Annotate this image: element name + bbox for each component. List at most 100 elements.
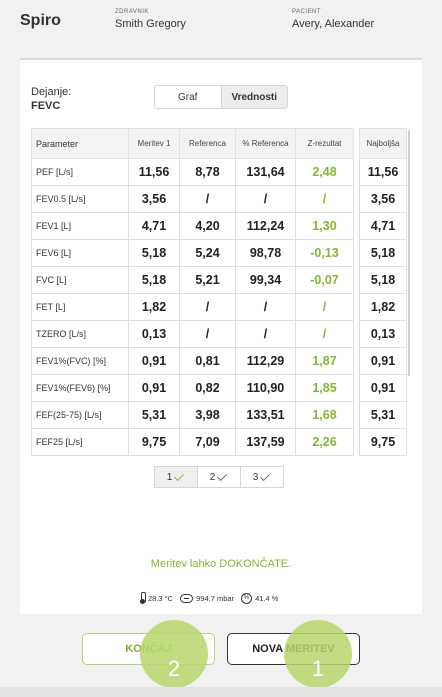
- column-header-reference[interactable]: Referenca: [179, 128, 236, 159]
- status-message: Meritev lahko DOKONČATE.: [150, 558, 292, 570]
- cell-best: 1,82: [359, 293, 407, 321]
- values-tab[interactable]: Vrednosti: [220, 86, 287, 108]
- temperature-reading: 28.3 °C: [140, 592, 173, 604]
- best-row: 5,18: [359, 239, 407, 267]
- cell-z-score: -0,07: [295, 266, 354, 294]
- best-row: 1,82: [359, 293, 407, 321]
- patient-info: PACIENT Avery, Alexander: [292, 9, 374, 30]
- column-header-percent-reference[interactable]: % Referenca: [235, 128, 296, 159]
- cell-measurement-1: 3,56: [128, 185, 180, 213]
- cell-reference: 0,82: [179, 374, 236, 402]
- cell-percent-reference: 99,34: [235, 266, 296, 294]
- cell-z-score: 1,30: [295, 212, 354, 240]
- table-row: FEV6 [L] 5,18 5,24 98,78 -0,13: [31, 239, 354, 267]
- table-row: FEV0.5 [L/s] 3,56// /: [31, 185, 354, 213]
- cell-best: 5,18: [359, 239, 407, 267]
- cell-z-score: 2,26: [295, 428, 354, 456]
- table-scrollbar[interactable]: [408, 130, 410, 376]
- column-header-parameter[interactable]: Parameter: [31, 128, 129, 159]
- patient-caption: PACIENT: [292, 9, 322, 15]
- cell-best: 4,71: [359, 212, 407, 240]
- cell-measurement-1: 5,18: [128, 239, 180, 267]
- best-header-row: Najboljša: [359, 128, 407, 159]
- doctor-caption: ZDRAVNIK: [115, 9, 149, 15]
- cell-z-score: 1,87: [295, 347, 354, 375]
- table-header-row: Parameter Meritev 1 Referenca % Referenc…: [31, 128, 354, 159]
- patient-name: Avery, Alexander: [292, 18, 375, 30]
- best-row: 3,56: [359, 185, 407, 213]
- cell-z-score: /: [295, 293, 354, 321]
- cell-measurement-1: 5,31: [128, 401, 180, 429]
- table-row: FET [L] 1,82// /: [31, 293, 354, 321]
- cell-percent-reference: 137,59: [235, 428, 296, 456]
- cell-parameter: FEV1%(FVC) [%]: [31, 347, 129, 375]
- pressure-value: 994.7 mbar: [196, 593, 235, 603]
- cell-parameter: FEV6 [L]: [31, 239, 129, 267]
- cell-best: 5,31: [359, 401, 407, 429]
- pager-number: 3: [252, 471, 259, 483]
- cell-percent-reference: /: [235, 293, 296, 321]
- table-clip-edge: [31, 456, 411, 466]
- cell-percent-reference: 98,78: [235, 239, 296, 267]
- table-row: FEV1%(FEV6) [%] 0,91 0,82 110,90 1,85: [31, 374, 354, 402]
- cell-reference: 4,20: [179, 212, 236, 240]
- cell-parameter: FET [L]: [31, 293, 129, 321]
- cell-parameter: FEV1%(FEV6) [%]: [31, 374, 129, 402]
- cell-reference: 3,98: [179, 401, 236, 429]
- best-row: 4,71: [359, 212, 407, 240]
- cell-z-score: /: [295, 320, 354, 348]
- check-icon: [174, 470, 185, 481]
- view-toggle: Graf Vrednosti: [154, 85, 288, 109]
- cell-percent-reference: 133,51: [235, 401, 296, 429]
- cell-best: 0,13: [359, 320, 407, 348]
- pager-number: 1: [166, 471, 173, 483]
- cell-z-score: /: [295, 185, 354, 213]
- temperature-value: 28.3 °C: [148, 593, 174, 603]
- pager-item-1[interactable]: 1: [154, 466, 198, 488]
- step-badge-new-measurement: 1: [284, 620, 352, 688]
- column-header-z-score[interactable]: Z-rezultat: [295, 128, 354, 159]
- cell-parameter: PEF [L/s]: [31, 158, 129, 186]
- humidity-icon: %: [241, 592, 253, 604]
- check-icon: [260, 470, 271, 481]
- best-row: 5,31: [359, 401, 407, 429]
- cell-best: 3,56: [359, 185, 407, 213]
- cell-best: 9,75: [359, 428, 407, 456]
- best-row: 5,18: [359, 266, 407, 294]
- cell-reference: /: [179, 185, 236, 213]
- cell-z-score: 2,48: [295, 158, 354, 186]
- cell-measurement-1: 0,13: [128, 320, 180, 348]
- cell-percent-reference: 112,29: [235, 347, 296, 375]
- best-row: 9,75: [359, 428, 407, 456]
- graph-tab[interactable]: Graf: [155, 86, 221, 108]
- pager-item-3[interactable]: 3: [240, 466, 284, 488]
- cell-parameter: FEF(25-75) [L/s]: [31, 401, 129, 429]
- cell-percent-reference: /: [235, 185, 296, 213]
- cell-z-score: 1,85: [295, 374, 354, 402]
- check-icon: [217, 470, 228, 481]
- cell-parameter: TZERO [L/s]: [31, 320, 129, 348]
- table-row: FEF(25-75) [L/s] 5,31 3,98 133,51 1,68: [31, 401, 354, 429]
- cell-parameter: FEF25 [L/s]: [31, 428, 129, 456]
- column-header-measurement-1[interactable]: Meritev 1: [128, 128, 180, 159]
- cell-percent-reference: /: [235, 320, 296, 348]
- table-row: PEF [L/s] 11,56 8,78 131,64 2,48: [31, 158, 354, 186]
- pager-item-2[interactable]: 2: [197, 466, 241, 488]
- best-row: 0,91: [359, 347, 407, 375]
- cell-best: 0,91: [359, 347, 407, 375]
- cell-measurement-1: 0,91: [128, 347, 180, 375]
- results-card: Dejanje: FEVC Graf Vrednosti Parameter M…: [20, 58, 422, 614]
- results-table: Parameter Meritev 1 Referenca % Referenc…: [31, 128, 354, 456]
- app-title: Spiro: [20, 12, 61, 29]
- cell-measurement-1: 9,75: [128, 428, 180, 456]
- best-row: 11,56: [359, 158, 407, 186]
- humidity-reading: % 41.4 %: [241, 592, 279, 604]
- step-badge-finish: 2: [140, 620, 208, 688]
- cell-best: 11,56: [359, 158, 407, 186]
- column-header-best[interactable]: Najboljša: [359, 128, 407, 159]
- table-row: FVC [L] 5,18 5,21 99,34 -0,07: [31, 266, 354, 294]
- cell-reference: 5,24: [179, 239, 236, 267]
- humidity-value: 41.4 %: [255, 593, 279, 603]
- table-row: FEV1%(FVC) [%] 0,91 0,81 112,29 1,87: [31, 347, 354, 375]
- measurement-value: FEVC: [31, 100, 61, 112]
